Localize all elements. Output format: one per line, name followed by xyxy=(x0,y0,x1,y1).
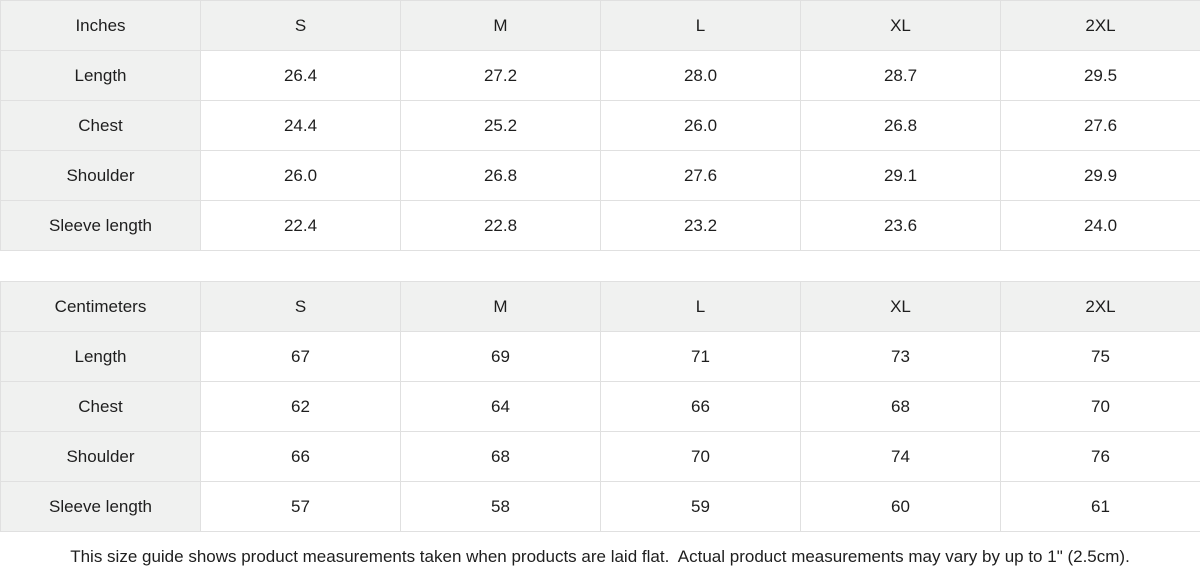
size-column-header: XL xyxy=(801,1,1001,51)
size-column-header: L xyxy=(601,1,801,51)
measurement-value-cell: 58 xyxy=(401,482,601,532)
measurement-value-cell: 27.6 xyxy=(1001,101,1200,151)
centimeters-header-row: Centimeters S M L XL 2XL xyxy=(1,282,1200,332)
measurement-value-cell: 26.0 xyxy=(601,101,801,151)
size-column-header: S xyxy=(201,282,401,332)
measurement-value-cell: 23.6 xyxy=(801,201,1001,251)
table-row: Length 67 69 71 73 75 xyxy=(1,332,1200,382)
measurement-value-cell: 29.1 xyxy=(801,151,1001,201)
measurement-value-cell: 29.5 xyxy=(1001,51,1200,101)
table-row: Sleeve length 57 58 59 60 61 xyxy=(1,482,1200,532)
measurement-value-cell: 66 xyxy=(601,382,801,432)
measurement-value-cell: 26.8 xyxy=(801,101,1001,151)
measurement-value-cell: 70 xyxy=(601,432,801,482)
measurement-value-cell: 67 xyxy=(201,332,401,382)
measurement-label-cell: Shoulder xyxy=(1,432,201,482)
size-guide-note: This size guide shows product measuremen… xyxy=(0,532,1200,581)
inches-size-table: Inches S M L XL 2XL Length 26.4 27.2 28.… xyxy=(0,0,1200,251)
unit-label-cell: Inches xyxy=(1,1,201,51)
measurement-value-cell: 22.4 xyxy=(201,201,401,251)
size-column-header: XL xyxy=(801,282,1001,332)
measurement-value-cell: 24.4 xyxy=(201,101,401,151)
measurement-value-cell: 61 xyxy=(1001,482,1200,532)
measurement-value-cell: 28.7 xyxy=(801,51,1001,101)
measurement-value-cell: 68 xyxy=(801,382,1001,432)
measurement-value-cell: 26.8 xyxy=(401,151,601,201)
measurement-value-cell: 60 xyxy=(801,482,1001,532)
measurement-label-cell: Length xyxy=(1,332,201,382)
measurement-value-cell: 64 xyxy=(401,382,601,432)
measurement-value-cell: 59 xyxy=(601,482,801,532)
measurement-value-cell: 29.9 xyxy=(1001,151,1200,201)
measurement-value-cell: 74 xyxy=(801,432,1001,482)
measurement-value-cell: 28.0 xyxy=(601,51,801,101)
measurement-value-cell: 68 xyxy=(401,432,601,482)
measurement-label-cell: Chest xyxy=(1,101,201,151)
size-column-header: L xyxy=(601,282,801,332)
unit-label-cell: Centimeters xyxy=(1,282,201,332)
measurement-value-cell: 57 xyxy=(201,482,401,532)
measurement-value-cell: 26.0 xyxy=(201,151,401,201)
table-row: Chest 62 64 66 68 70 xyxy=(1,382,1200,432)
measurement-value-cell: 24.0 xyxy=(1001,201,1200,251)
table-row: Length 26.4 27.2 28.0 28.7 29.5 xyxy=(1,51,1200,101)
measurement-value-cell: 62 xyxy=(201,382,401,432)
measurement-value-cell: 75 xyxy=(1001,332,1200,382)
measurement-value-cell: 22.8 xyxy=(401,201,601,251)
table-row: Shoulder 66 68 70 74 76 xyxy=(1,432,1200,482)
measurement-value-cell: 23.2 xyxy=(601,201,801,251)
size-column-header: 2XL xyxy=(1001,282,1200,332)
measurement-label-cell: Sleeve length xyxy=(1,201,201,251)
measurement-label-cell: Sleeve length xyxy=(1,482,201,532)
table-row: Chest 24.4 25.2 26.0 26.8 27.6 xyxy=(1,101,1200,151)
table-row: Shoulder 26.0 26.8 27.6 29.1 29.9 xyxy=(1,151,1200,201)
table-gap-spacer xyxy=(0,251,1200,281)
measurement-value-cell: 66 xyxy=(201,432,401,482)
measurement-value-cell: 27.2 xyxy=(401,51,601,101)
inches-header-row: Inches S M L XL 2XL xyxy=(1,1,1200,51)
size-column-header: M xyxy=(401,282,601,332)
measurement-value-cell: 76 xyxy=(1001,432,1200,482)
measurement-label-cell: Length xyxy=(1,51,201,101)
measurement-value-cell: 69 xyxy=(401,332,601,382)
table-row: Sleeve length 22.4 22.8 23.2 23.6 24.0 xyxy=(1,201,1200,251)
measurement-label-cell: Chest xyxy=(1,382,201,432)
size-column-header: 2XL xyxy=(1001,1,1200,51)
measurement-value-cell: 71 xyxy=(601,332,801,382)
centimeters-size-table: Centimeters S M L XL 2XL Length 67 69 71… xyxy=(0,281,1200,532)
measurement-value-cell: 26.4 xyxy=(201,51,401,101)
measurement-value-cell: 73 xyxy=(801,332,1001,382)
measurement-value-cell: 25.2 xyxy=(401,101,601,151)
measurement-value-cell: 27.6 xyxy=(601,151,801,201)
measurement-value-cell: 70 xyxy=(1001,382,1200,432)
size-column-header: S xyxy=(201,1,401,51)
size-column-header: M xyxy=(401,1,601,51)
measurement-label-cell: Shoulder xyxy=(1,151,201,201)
